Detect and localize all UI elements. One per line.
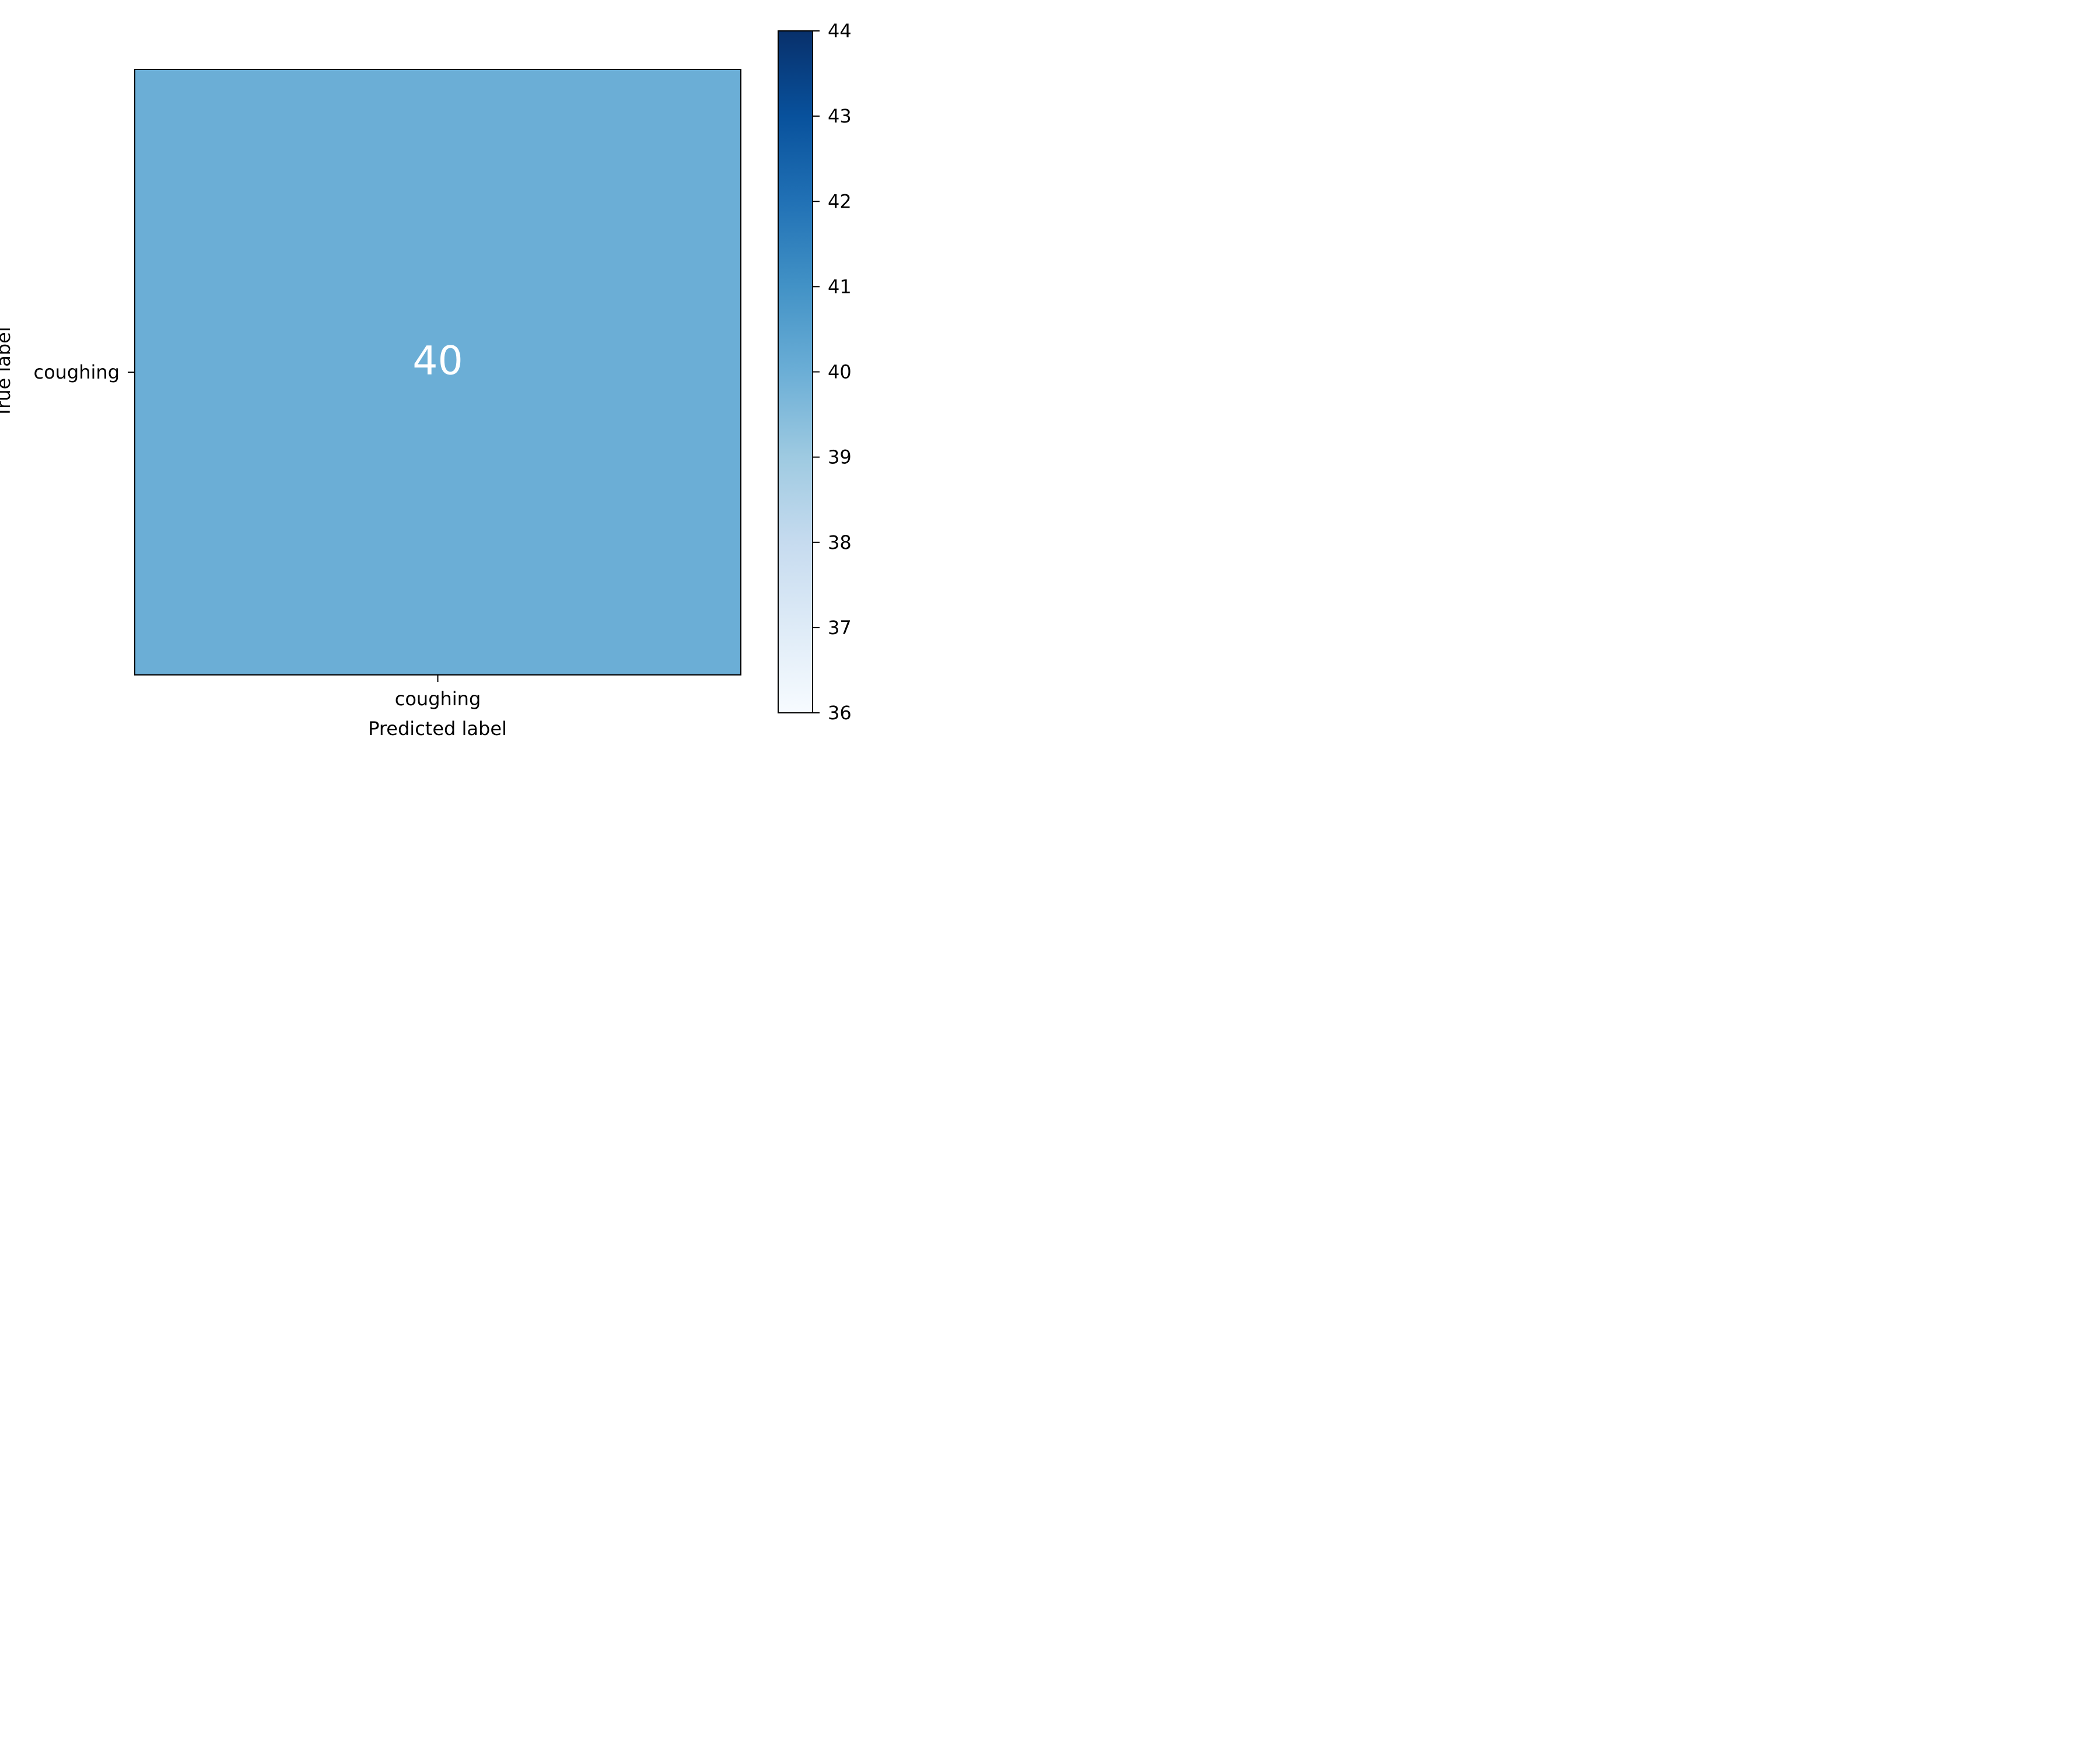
colorbar-tick-label: 43: [828, 105, 852, 127]
colorbar-tick-label: 40: [828, 361, 852, 383]
heatmap-area: 40: [135, 69, 741, 675]
confusion-matrix-chart: 40 coughing coughing Predicted label Tru…: [0, 20, 852, 740]
colorbar-tick-label: 41: [828, 275, 852, 298]
colorbar-tick-label: 36: [828, 702, 852, 724]
x-axis-ticks: coughing: [395, 675, 481, 710]
x-axis-label: Predicted label: [368, 718, 507, 740]
colorbar-tick-label: 37: [828, 617, 852, 639]
colorbar-ticks: 36 37 38 39 40 41 42 43 44: [813, 20, 852, 724]
colorbar-tick-label: 39: [828, 446, 852, 468]
heatmap-cell: [135, 69, 741, 675]
x-tick-label: coughing: [395, 688, 481, 710]
y-axis-ticks: coughing: [33, 361, 135, 383]
colorbar: [778, 30, 813, 713]
cell-value-label: 40: [412, 338, 463, 384]
colorbar-tick-label: 44: [828, 20, 852, 42]
colorbar-tick-label: 38: [828, 531, 852, 554]
y-tick-label: coughing: [33, 361, 120, 383]
y-axis-label: True label: [0, 327, 15, 418]
colorbar-tick-label: 42: [828, 190, 852, 212]
